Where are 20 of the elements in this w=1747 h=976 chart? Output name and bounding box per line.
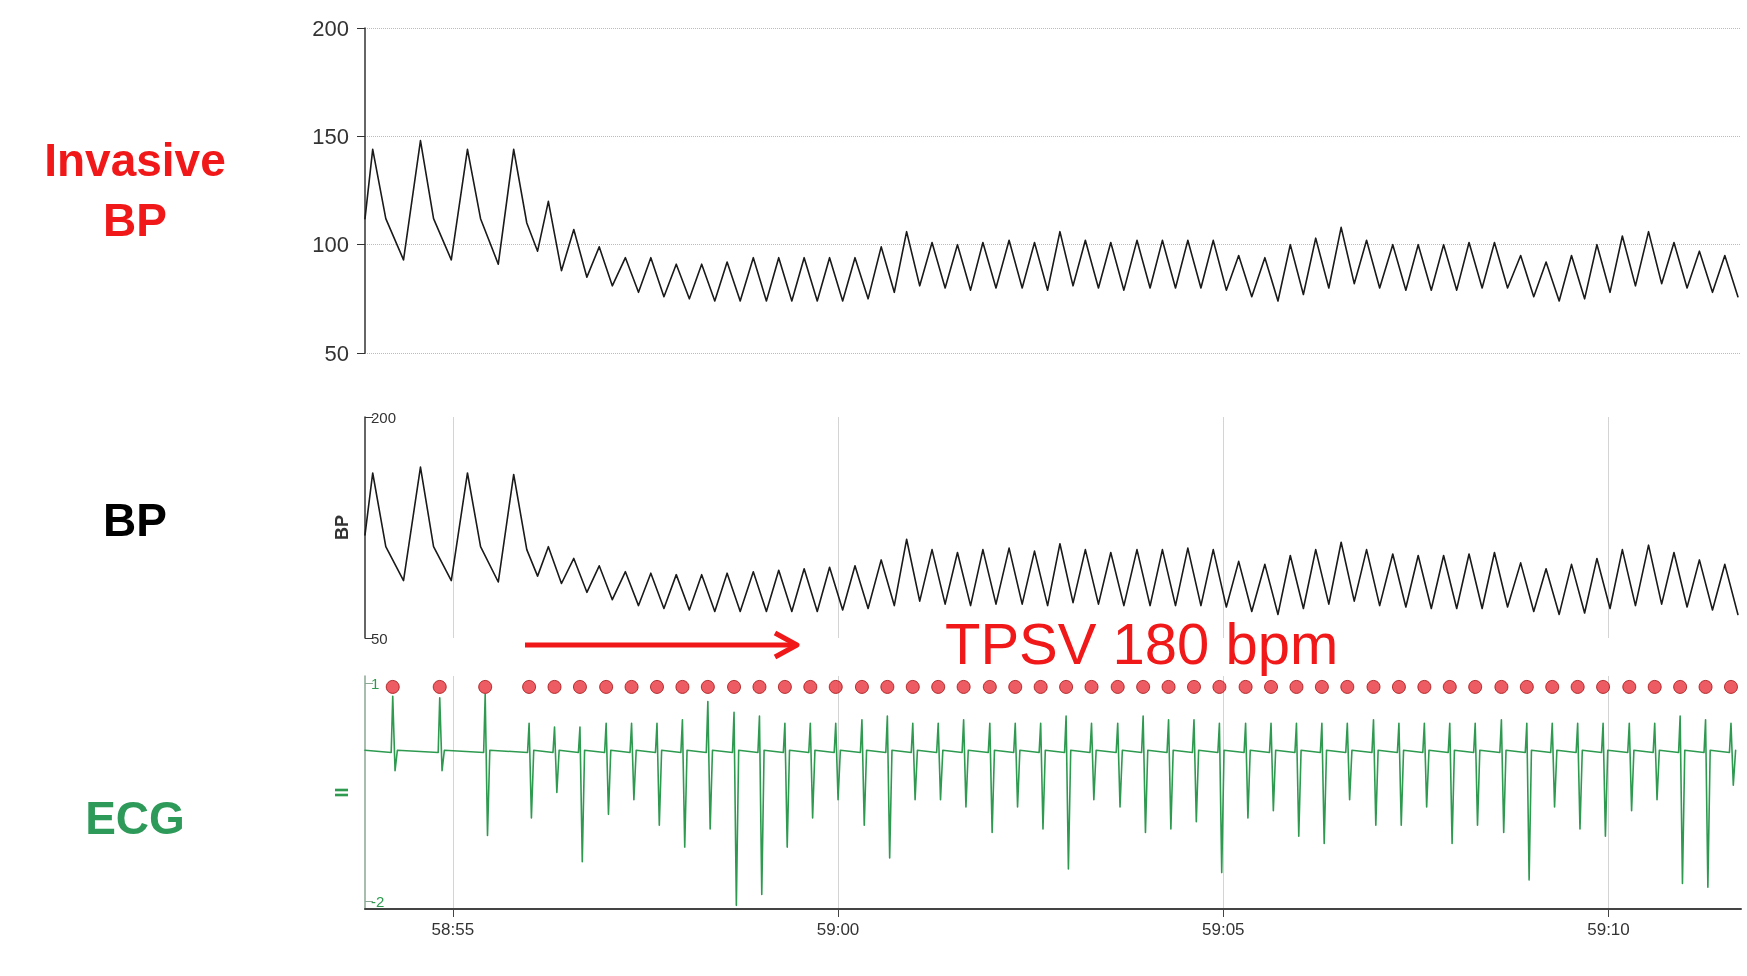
x-tick-label: 59:10: [1587, 920, 1630, 939]
y-tick-label: -2: [371, 893, 385, 911]
text: BP: [102, 493, 168, 548]
text: ECG: [84, 791, 186, 846]
x-tick-label: 59:00: [816, 920, 860, 939]
line-series: [364, 466, 1739, 616]
y-tick-label: 1: [371, 674, 380, 692]
y-tick-label: 50: [371, 629, 388, 647]
x-tick-label: 58:55: [431, 920, 475, 939]
y-tick-label: 200: [371, 408, 397, 426]
line-series: [364, 139, 1739, 302]
y-tick-label: 200: [312, 15, 349, 41]
x-tick-label: 59:05: [1201, 920, 1245, 939]
y-axis-title: II: [332, 787, 352, 798]
y-axis-title: BP: [332, 514, 352, 541]
y-tick-label: 150: [312, 123, 349, 149]
annotation: TPSV 180 bpm: [945, 611, 1339, 676]
y-tick-label: 50: [324, 340, 349, 366]
text: Invasive BP: [43, 133, 227, 248]
y-tick-label: 100: [312, 232, 349, 258]
